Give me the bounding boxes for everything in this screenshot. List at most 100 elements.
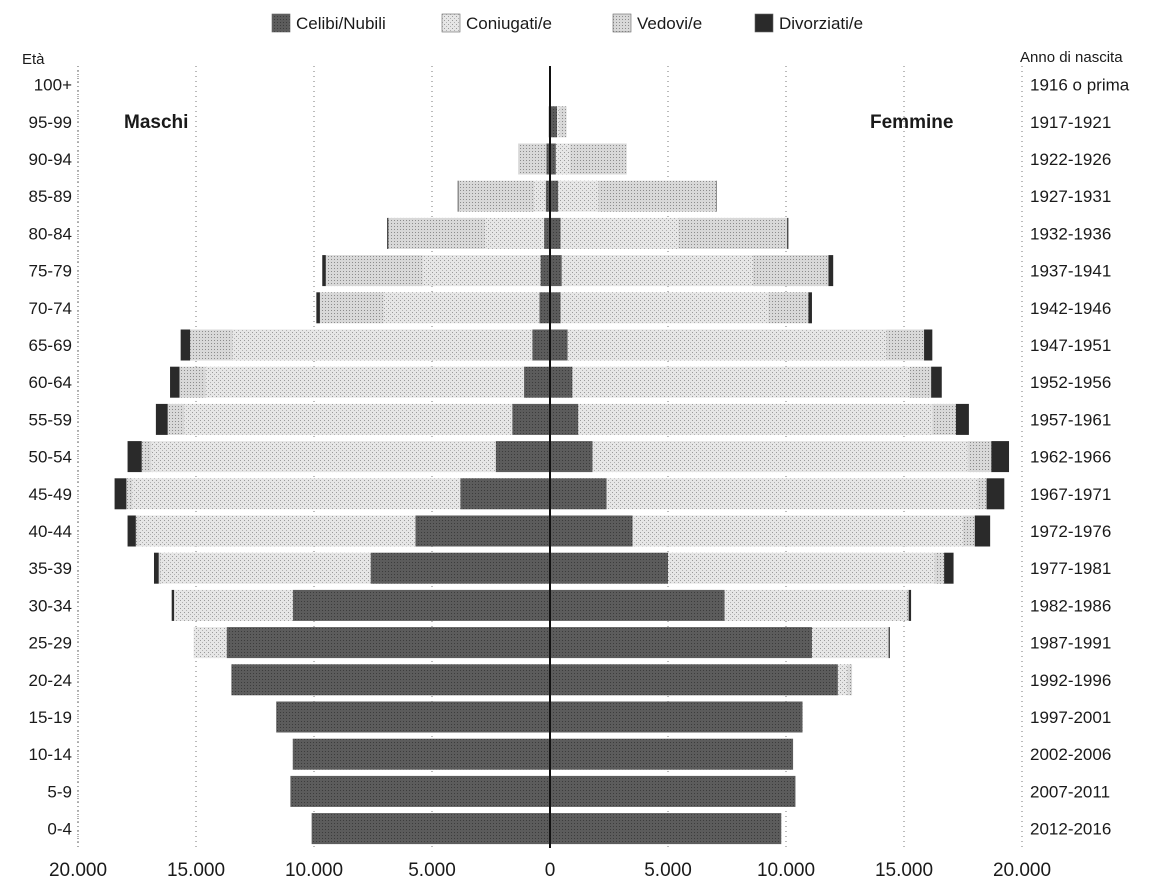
bar-male-married — [151, 441, 496, 472]
bar-female-single — [550, 516, 633, 547]
bar-male-widowed — [168, 404, 185, 435]
bar-male-divorced — [316, 292, 320, 323]
age-group-label: 35-39 — [29, 559, 72, 578]
bar-female-divorced — [909, 590, 911, 621]
bar-male-married — [132, 478, 460, 509]
bar-male-widowed — [136, 516, 140, 547]
bar-female-married — [838, 664, 847, 695]
age-group-label: 5-9 — [47, 782, 72, 801]
bar-female-widowed — [887, 627, 888, 658]
birth-year-label: 1942-1946 — [1030, 299, 1111, 318]
bar-female-married — [668, 553, 935, 584]
bar-male-divorced — [156, 404, 168, 435]
bar-female-single — [550, 441, 592, 472]
bar-female-single — [550, 627, 812, 658]
bar-female-widowed — [598, 181, 716, 212]
bar-male-divorced — [387, 218, 388, 249]
bar-male-single — [312, 813, 550, 844]
age-group-label: 15-19 — [29, 708, 72, 727]
bars — [115, 106, 1009, 844]
bar-male-married — [205, 367, 524, 398]
bar-female-widowed — [906, 590, 908, 621]
birth-year-label: 2012-2016 — [1030, 820, 1111, 839]
bar-male-single — [460, 478, 550, 509]
age-group-label: 80-84 — [29, 224, 72, 243]
age-group-label: 40-44 — [29, 522, 72, 541]
bar-male-divorced — [154, 553, 159, 584]
age-group-label: 65-69 — [29, 336, 72, 355]
age-group-label: 90-94 — [29, 150, 72, 169]
bar-female-married — [558, 181, 598, 212]
x-tick-label: 15.000 — [167, 860, 225, 881]
bar-male-married — [534, 181, 546, 212]
legend-label-divorced: Divorziati/e — [779, 14, 863, 33]
bar-male-widowed — [518, 144, 546, 175]
birth-year-label: 1967-1971 — [1030, 485, 1111, 504]
bar-female-widowed — [570, 144, 627, 175]
bar-male-married — [184, 404, 512, 435]
age-group-label: 30-34 — [29, 596, 72, 615]
bar-female-single — [550, 330, 568, 361]
birth-year-label: 1937-1941 — [1030, 262, 1111, 281]
bar-female-widowed — [559, 106, 566, 137]
bar-female-divorced — [991, 441, 1009, 472]
bar-male-single — [496, 441, 550, 472]
legend-label-single: Celibi/Nubili — [296, 14, 386, 33]
age-group-label: 0-4 — [47, 820, 72, 839]
bar-female-married — [633, 516, 963, 547]
bar-male-divorced — [458, 181, 459, 212]
bar-male-single — [293, 739, 550, 770]
birth-year-label: 1927-1931 — [1030, 187, 1111, 206]
bar-female-single — [550, 478, 607, 509]
bar-female-married — [561, 292, 769, 323]
birth-year-label: 1957-1961 — [1030, 410, 1111, 429]
x-tick-label: 10.000 — [757, 860, 815, 881]
legend-swatch-divorced — [755, 14, 773, 32]
bar-female-divorced — [828, 255, 833, 286]
y-right-title: Anno di nascita — [1020, 49, 1123, 66]
bar-female-single — [550, 106, 557, 137]
bar-male-married — [194, 627, 227, 658]
bar-male-single — [512, 404, 550, 435]
bar-male-single — [524, 367, 550, 398]
bar-female-single — [550, 664, 838, 695]
bar-female-widowed — [910, 367, 931, 398]
bar-female-single — [550, 776, 795, 807]
bar-female-married — [578, 404, 932, 435]
bar-female-divorced — [808, 292, 812, 323]
birth-year-label: 1947-1951 — [1030, 336, 1111, 355]
age-group-label: 60-64 — [29, 373, 72, 392]
bar-female-single — [550, 739, 793, 770]
bar-female-widowed — [977, 478, 986, 509]
right-panel-label: Femmine — [870, 112, 953, 133]
bar-male-married — [485, 218, 544, 249]
bar-male-single — [227, 627, 550, 658]
bar-female-divorced — [924, 330, 932, 361]
birth-year-label: 2007-2011 — [1030, 782, 1110, 801]
bar-female-single — [550, 553, 668, 584]
x-tick-label: 5.000 — [644, 860, 692, 881]
bar-male-single — [532, 330, 550, 361]
bar-male-married — [175, 590, 293, 621]
x-tick-label: 15.000 — [875, 860, 933, 881]
bar-female-married — [562, 255, 753, 286]
bar-male-divorced — [128, 441, 142, 472]
bar-female-widowed — [679, 218, 788, 249]
bar-male-widowed — [179, 367, 205, 398]
legend-label-married: Coniugati/e — [466, 14, 552, 33]
birth-year-label: 1932-1936 — [1030, 224, 1111, 243]
bar-male-divorced — [115, 478, 127, 509]
age-group-label: 20-24 — [29, 671, 72, 690]
bar-female-widowed — [768, 292, 808, 323]
age-group-label: 10-14 — [29, 745, 72, 764]
bar-male-widowed — [326, 255, 423, 286]
legend-swatch-single — [272, 14, 290, 32]
bar-male-widowed — [174, 590, 175, 621]
bar-female-divorced — [889, 627, 890, 658]
bar-male-married — [161, 553, 371, 584]
bar-male-divorced — [170, 367, 179, 398]
age-group-label: 100+ — [34, 76, 72, 95]
birth-year-label: 1917-1921 — [1030, 113, 1111, 132]
